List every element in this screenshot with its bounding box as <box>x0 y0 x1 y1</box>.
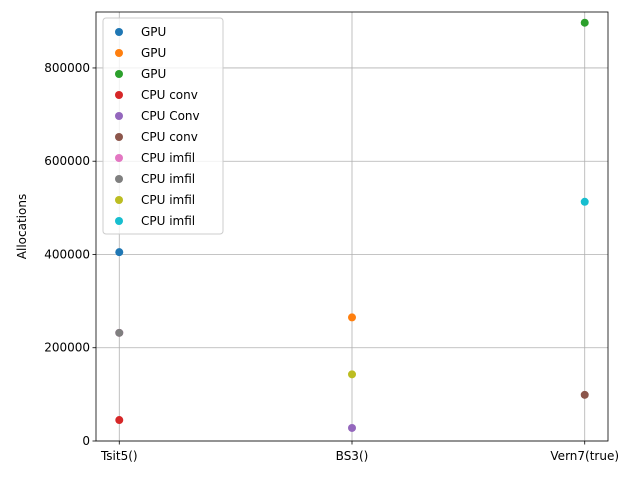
legend-marker <box>115 70 123 78</box>
legend-entry-label: GPU <box>141 46 166 60</box>
points-layer <box>115 18 589 432</box>
legend-entry-label: CPU imfil <box>141 193 195 207</box>
legend-marker <box>115 91 123 99</box>
data-point[interactable] <box>580 390 589 399</box>
legend-marker <box>115 154 123 162</box>
legend-marker <box>115 133 123 141</box>
x-tick-label: Vern7(true) <box>550 449 619 463</box>
legend-entry-label: CPU conv <box>141 130 198 144</box>
data-point[interactable] <box>115 416 124 425</box>
x-tick-label: Tsit5() <box>100 449 138 463</box>
y-tick-label: 200000 <box>44 341 90 355</box>
y-tick-label: 600000 <box>44 154 90 168</box>
legend-marker <box>115 49 123 57</box>
data-point[interactable] <box>348 370 356 379</box>
data-point[interactable] <box>115 248 124 257</box>
legend-marker <box>115 217 123 225</box>
ticks-layer: 0 200000 400000 600000 800000 Tsit5() BS3() Ver… <box>44 61 619 463</box>
y-axis-label: Allocations <box>15 194 29 259</box>
x-tick-label: BS3() <box>336 449 369 463</box>
legend-entry-label: CPU imfil <box>141 151 195 165</box>
legend-marker <box>115 175 123 183</box>
legend-marker <box>115 196 123 204</box>
legend-entry-label: CPU imfil <box>141 214 195 228</box>
y-tick-label: 0 <box>82 434 90 448</box>
legend-entry-label: GPU <box>141 25 166 39</box>
data-point[interactable] <box>580 18 589 27</box>
legend-entry-label: CPU imfil <box>141 172 195 186</box>
legend[interactable]: GPU GPU GPU CPU conv CPU Conv CPU conv CPU imf… <box>102 17 224 235</box>
legend-entry-label: CPU Conv <box>141 109 200 123</box>
y-tick-label: 400000 <box>44 247 90 261</box>
data-point[interactable] <box>348 313 356 322</box>
legend-entry-label: GPU <box>141 67 166 81</box>
data-point[interactable] <box>348 423 356 432</box>
y-tick-label: 800000 <box>44 61 90 75</box>
legend-box <box>102 17 224 235</box>
data-point[interactable] <box>115 328 124 337</box>
legend-entry-label: CPU conv <box>141 88 198 102</box>
data-point[interactable] <box>580 197 589 206</box>
legend-marker <box>115 28 123 36</box>
legend-marker <box>115 112 123 120</box>
